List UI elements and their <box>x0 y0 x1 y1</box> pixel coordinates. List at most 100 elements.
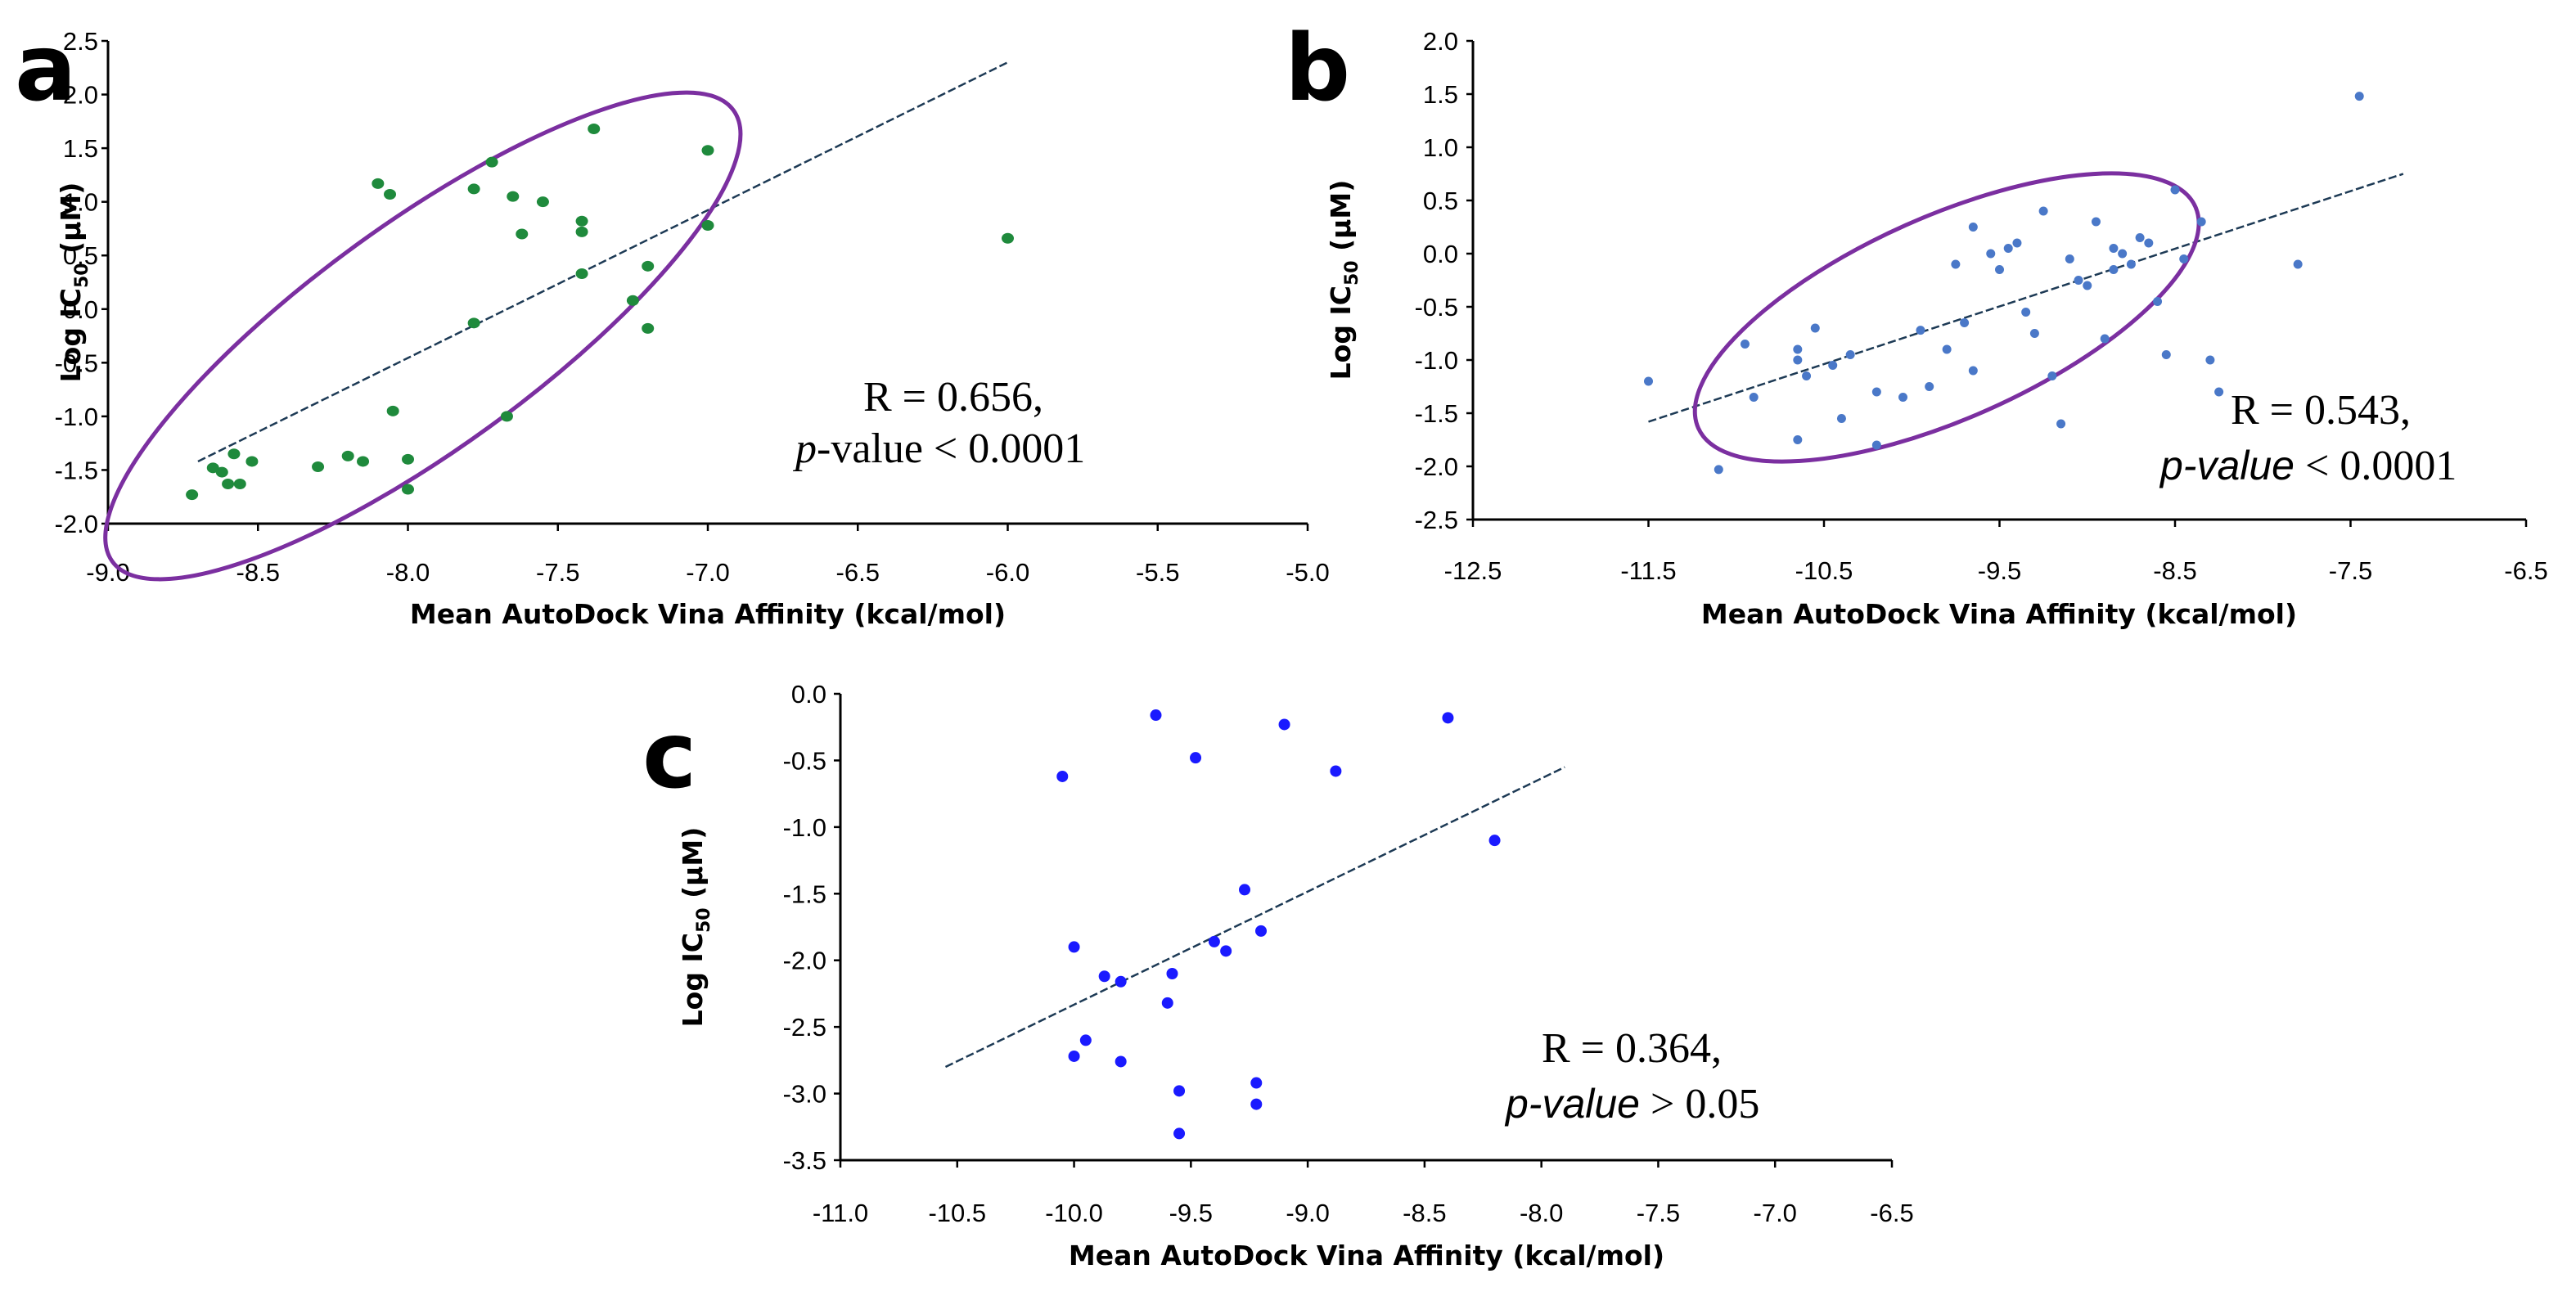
data-point-b-48 <box>2354 92 2364 101</box>
data-point-c-15 <box>1239 884 1251 896</box>
data-point-b-38 <box>2126 259 2136 269</box>
data-point-c-18 <box>1255 925 1267 937</box>
data-point-a-12 <box>402 484 414 495</box>
x-tick-label-a-2: -8.0 <box>386 558 430 587</box>
data-point-b-42 <box>2161 350 2171 359</box>
data-point-a-5 <box>233 478 246 489</box>
data-point-c-1 <box>1068 941 1080 953</box>
data-point-a-3 <box>222 478 235 489</box>
data-point-b-8 <box>1793 435 1803 444</box>
y-tick-label-a-6: 1.0 <box>63 188 98 217</box>
annotation-a-line2: p-value < 0.0001 <box>792 425 1085 472</box>
x-tick-label-c-8: -7.0 <box>1754 1199 1797 1227</box>
data-point-b-1 <box>1714 465 1723 475</box>
data-point-a-24 <box>626 295 639 306</box>
data-point-a-7 <box>312 461 325 473</box>
data-point-b-36 <box>2109 244 2119 253</box>
data-point-b-21 <box>1986 249 1996 259</box>
x-tick-label-c-2: -10.0 <box>1045 1199 1103 1227</box>
x-tick-label-a-8: -5.0 <box>1286 558 1329 587</box>
x-axis-title-b: Mean AutoDock Vina Affinity (kcal/mol) <box>1701 598 2297 630</box>
data-point-b-0 <box>1644 376 1653 386</box>
data-point-b-5 <box>1793 355 1803 365</box>
data-point-b-11 <box>1845 350 1855 359</box>
x-tick-label-c-9: -6.5 <box>1870 1199 1913 1227</box>
annotation-c-line1: R = 0.364, <box>1542 1025 1722 1072</box>
x-tick-label-b-3: -9.5 <box>1978 556 2021 585</box>
data-point-b-7 <box>1810 323 1820 333</box>
x-tick-label-b-0: -12.5 <box>1444 556 1502 585</box>
data-point-a-8 <box>341 450 354 461</box>
y-tick-label-a-5: 0.5 <box>63 241 98 270</box>
annotation-b-line2: p-value < 0.0001 <box>2159 443 2457 489</box>
data-point-c-12 <box>1190 752 1202 764</box>
data-point-b-31 <box>2074 276 2083 285</box>
y-tick-label-c-4: -1.5 <box>783 880 826 908</box>
data-point-c-20 <box>1330 765 1342 777</box>
x-tick-label-c-6: -8.0 <box>1520 1199 1563 1227</box>
y-tick-label-a-7: 1.5 <box>63 134 98 163</box>
y-tick-label-c-0: -3.5 <box>783 1146 826 1175</box>
x-tick-label-c-0: -11.0 <box>813 1199 868 1227</box>
annotation-a-italic: p <box>792 425 817 472</box>
data-point-b-26 <box>2029 329 2039 338</box>
data-point-b-18 <box>1951 259 1961 269</box>
data-point-a-11 <box>402 453 414 465</box>
data-point-b-29 <box>2056 419 2066 429</box>
data-point-b-17 <box>1942 344 1952 354</box>
data-point-a-2 <box>215 466 228 478</box>
y-tick-label-b-1: -2.0 <box>1415 452 1458 481</box>
y-tick-label-b-7: 1.0 <box>1423 133 1458 162</box>
y-tick-label-b-2: -1.5 <box>1415 399 1458 428</box>
y-tick-label-a-2: -1.0 <box>55 403 98 431</box>
y-tick-label-a-1: -1.5 <box>55 456 98 484</box>
data-point-a-31 <box>1002 232 1014 244</box>
data-point-c-2 <box>1068 1050 1080 1062</box>
panel-c: c -3.5 -3.0 -2.5 -2.0 -1.5 -1.0 -0.5 0.0 -11.0 -1… <box>642 680 1914 1271</box>
y-tick-label-b-4: -0.5 <box>1415 293 1458 322</box>
data-point-b-41 <box>2153 297 2163 306</box>
trendline-a <box>197 61 1009 463</box>
annotation-b-rest: < 0.0001 <box>2295 443 2457 489</box>
x-tick-label-b-4: -8.5 <box>2153 556 2196 585</box>
panel-letter-a: a <box>15 16 77 122</box>
data-point-b-4 <box>1793 344 1803 354</box>
data-point-c-16 <box>1250 1077 1263 1089</box>
panel-letter-b: b <box>1285 16 1350 122</box>
data-point-c-11 <box>1173 1127 1186 1140</box>
x-tick-label-a-5: -6.5 <box>836 558 880 587</box>
data-point-a-9 <box>357 456 370 467</box>
data-point-c-10 <box>1173 1085 1186 1097</box>
y-tick-label-b-0: -2.5 <box>1415 506 1458 534</box>
y-tick-label-b-9: 2.0 <box>1423 27 1458 56</box>
y-tick-label-b-3: -1.0 <box>1415 346 1458 375</box>
x-tick-label-a-4: -7.0 <box>686 558 729 587</box>
data-point-b-3 <box>1749 393 1759 402</box>
annotation-c-line2: p-value > 0.05 <box>1504 1081 1759 1127</box>
data-point-b-32 <box>2083 281 2092 290</box>
x-tick-label-b-6: -6.5 <box>2504 556 2547 585</box>
x-tick-label-a-7: -5.5 <box>1136 558 1179 587</box>
data-point-c-5 <box>1115 975 1127 988</box>
y-axis-title-c: Log IC50 (μM) <box>677 827 714 1028</box>
x-tick-label-c-4: -9.0 <box>1286 1199 1329 1227</box>
data-point-b-24 <box>2012 238 2022 248</box>
plot-area-a: -2.0-1.5-1.0-0.50.00.51.01.52.02.5-9.0 -8… <box>55 27 1330 630</box>
annotation-b-italic: p-value <box>2159 443 2295 488</box>
y-tick-label-c-2: -2.5 <box>783 1013 826 1042</box>
x-tick-label-c-5: -8.5 <box>1403 1199 1446 1227</box>
data-point-a-22 <box>575 268 588 280</box>
data-point-b-9 <box>1828 361 1838 370</box>
data-point-b-43 <box>2170 185 2180 195</box>
data-point-a-0 <box>186 489 199 501</box>
y-axis-title-a: Log IC50 (μM) <box>55 182 92 383</box>
y-tick-label-c-3: -2.0 <box>783 947 826 975</box>
data-point-a-4 <box>227 448 241 460</box>
data-point-b-25 <box>2021 308 2031 317</box>
y-tick-label-a-8: 2.0 <box>63 81 98 110</box>
y-axis-title-b: Log IC50 (μM) <box>1325 180 1362 380</box>
annotation-b-line1: R = 0.543, <box>2231 387 2411 434</box>
data-point-a-30 <box>500 411 513 422</box>
data-point-b-19 <box>1960 318 1970 327</box>
data-point-c-8 <box>1161 997 1173 1009</box>
